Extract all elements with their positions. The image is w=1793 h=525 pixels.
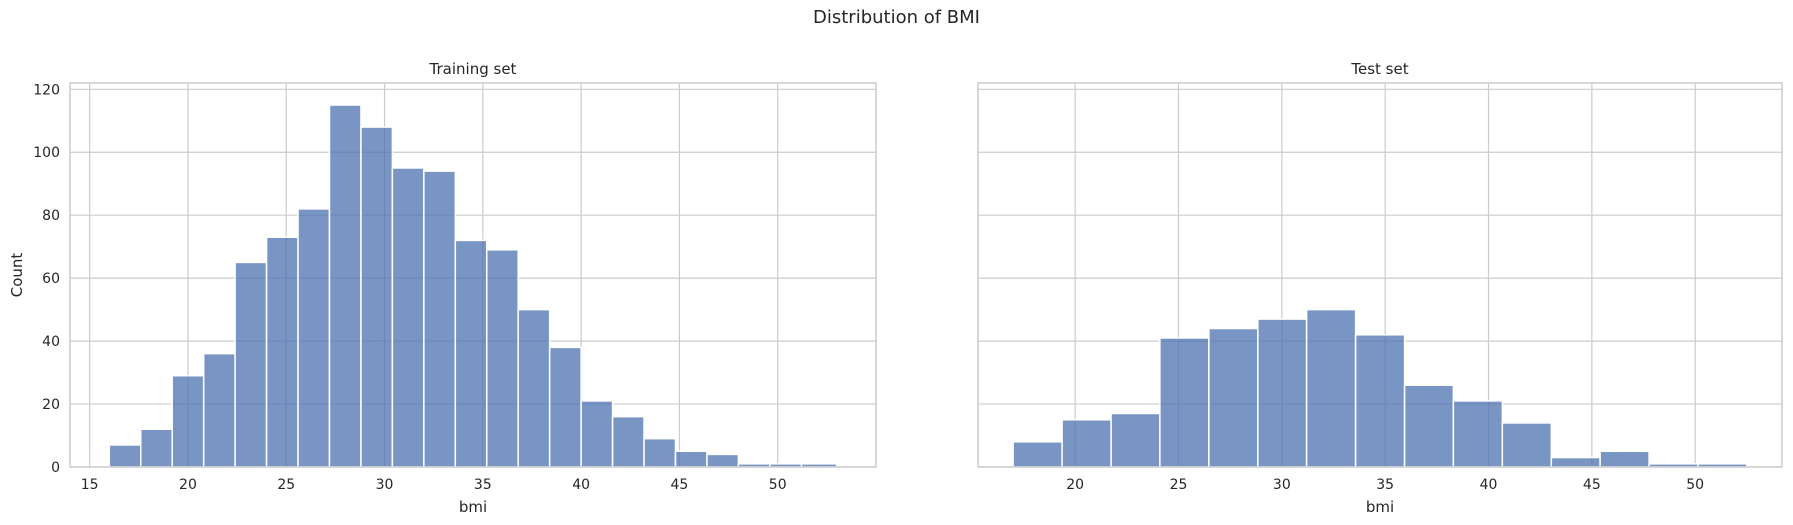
training-panel: 15 20 25 30 35 40 45 50 0 20 40 60 80 100 120 Training …: [8, 60, 877, 516]
histogram-bar: [1061, 419, 1112, 468]
histogram-bar: [1403, 384, 1455, 468]
x-tick-label: 45: [1583, 477, 1601, 493]
histogram-bar: [423, 170, 457, 468]
y-tick-label: 40: [42, 334, 60, 350]
histogram-bar: [643, 437, 677, 468]
panel-title: Test set: [1350, 60, 1408, 78]
panel-title: Training set: [429, 60, 517, 78]
histogram-bar: [1159, 337, 1210, 468]
histogram-bar: [1110, 412, 1161, 468]
y-tick-label: 60: [42, 271, 60, 287]
x-tick-label: 50: [769, 477, 787, 493]
histogram-bar: [202, 352, 236, 468]
x-tick-label: 30: [376, 477, 394, 493]
test-panel: 20 25 30 35 40 45 50 Test set bmi: [977, 60, 1783, 516]
y-tick-label: 20: [42, 397, 60, 413]
x-tick-label: 15: [81, 477, 99, 493]
x-tick-label: 20: [1066, 477, 1084, 493]
histogram-bar: [674, 450, 708, 468]
x-axis-label: bmi: [459, 498, 487, 516]
histogram-bar: [611, 415, 645, 468]
histogram-bar: [517, 308, 551, 468]
histogram-bar: [297, 208, 331, 468]
histogram-bar: [454, 239, 488, 468]
y-tick-label: 0: [51, 460, 60, 476]
histogram-bar: [328, 104, 362, 468]
histogram-bar: [1257, 318, 1308, 468]
x-tick-label: 40: [572, 477, 590, 493]
histogram-bar: [234, 261, 268, 468]
x-tick-label: 45: [671, 477, 689, 493]
histogram-bar: [548, 346, 582, 468]
x-tick-label: 35: [474, 477, 492, 493]
figure-title: Distribution of BMI: [813, 7, 980, 28]
y-tick-label: 120: [33, 82, 60, 98]
histogram-bar: [1012, 441, 1063, 468]
x-tick-label: 25: [1170, 477, 1188, 493]
histogram-bar: [1452, 400, 1504, 468]
histogram-bar: [265, 236, 299, 468]
histogram-bar: [1354, 334, 1406, 468]
x-tick-label: 40: [1480, 477, 1498, 493]
histogram-bar: [1550, 456, 1601, 468]
y-axis-label: Count: [8, 253, 26, 298]
x-tick-label: 30: [1273, 477, 1291, 493]
y-tick-label: 80: [42, 208, 60, 224]
histogram-bar: [1599, 450, 1650, 468]
histogram-bar: [486, 249, 519, 468]
histogram-bar: [1208, 327, 1259, 468]
histogram-bar: [1305, 308, 1357, 468]
histogram-bar: [140, 428, 173, 468]
axes-frame: [977, 82, 1783, 468]
histogram-bar: [108, 444, 142, 468]
y-tick-label: 100: [33, 145, 60, 161]
x-tick-label: 20: [179, 477, 197, 493]
axes-frame: [69, 82, 877, 468]
x-axis-label: bmi: [1366, 498, 1394, 516]
x-tick-label: 50: [1686, 477, 1704, 493]
histogram-bar: [706, 453, 740, 468]
x-tick-label: 25: [277, 477, 295, 493]
histogram-bar: [360, 126, 394, 468]
histogram-bar: [171, 374, 205, 468]
x-tick-label: 35: [1376, 477, 1394, 493]
histogram-bar: [580, 400, 614, 468]
histogram-bar: [1501, 422, 1553, 468]
histogram-bar: [391, 167, 425, 468]
